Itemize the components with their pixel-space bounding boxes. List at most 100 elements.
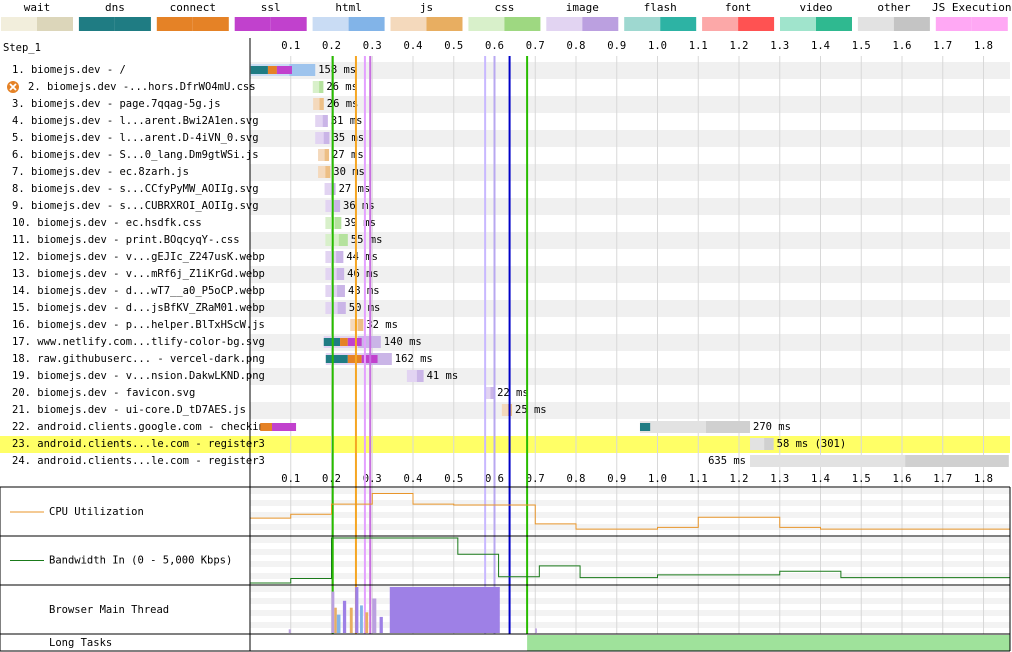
legend-swatch xyxy=(546,17,583,31)
request-bar xyxy=(313,98,324,110)
legend-label: dns xyxy=(105,1,125,14)
request-bar-download xyxy=(322,115,328,127)
request-label: 15. biomejs.dev - d...jsBfKV_ZRaM01.webp xyxy=(12,302,265,314)
x-tick-label: 0.9 xyxy=(607,40,626,52)
panel-stripe xyxy=(250,500,1010,506)
phase-ssl xyxy=(276,66,292,74)
row-stripe xyxy=(250,300,1010,317)
duration-label: 635 ms xyxy=(708,455,746,467)
request-bar-download xyxy=(416,370,424,382)
request-bar-download xyxy=(336,268,345,280)
panel-label: Long Tasks xyxy=(49,637,112,649)
legend-swatch xyxy=(660,17,697,31)
request-bar-download xyxy=(289,64,316,76)
request-bar xyxy=(501,404,513,416)
x-tick-label: 0.5 xyxy=(444,40,463,52)
request-label: 1. biomejs.dev - / xyxy=(12,64,126,76)
x-tick-label: 1.4 xyxy=(811,40,830,52)
legend-label: ssl xyxy=(261,1,281,14)
request-bar-download xyxy=(336,251,344,263)
panel-label: Browser Main Thread xyxy=(49,604,169,616)
duration-label: 270 ms xyxy=(753,421,791,433)
x-tick-label: 0.3 xyxy=(363,473,382,485)
request-label: 13. biomejs.dev - v...mRf6j_Z1iKrGd.webp xyxy=(12,268,265,280)
legend-swatch xyxy=(780,17,816,31)
panel-stripe xyxy=(250,512,1010,518)
legend-swatch xyxy=(1,17,37,31)
request-bar-download xyxy=(323,132,330,144)
request-label: 8. biomejs.dev - s...CCfyPyMW_AOIIg.svg xyxy=(12,183,259,195)
x-tick-label: 0.8 xyxy=(567,40,586,52)
request-bar-download xyxy=(325,166,331,178)
request-label: 22. android.clients.google.com - checkin xyxy=(12,421,265,433)
x-tick-label: 0.4 xyxy=(404,473,423,485)
legend-label: video xyxy=(799,1,832,14)
panel-stripe xyxy=(250,610,1010,616)
request-bar xyxy=(485,387,495,399)
request-bar xyxy=(324,183,336,195)
legend-swatch xyxy=(816,17,852,31)
request-bar-download xyxy=(334,200,341,212)
duration-label: 22 ms xyxy=(497,387,529,399)
legend-swatch xyxy=(504,17,541,31)
x-tick-label: 1.1 xyxy=(689,40,708,52)
x-tick-label: 1.5 xyxy=(852,473,871,485)
request-bar xyxy=(312,81,324,93)
legend-swatch xyxy=(893,17,930,31)
legend-swatch xyxy=(738,17,775,31)
phase-connect xyxy=(267,66,277,74)
duration-label: 35 ms xyxy=(332,132,364,144)
request-label: 7. biomejs.dev - ec.8zarh.js xyxy=(12,166,189,178)
phase-ssl xyxy=(272,423,297,431)
legend-label: connect xyxy=(170,1,216,14)
x-tick-label: 1.2 xyxy=(730,40,749,52)
request-bar-download xyxy=(319,98,324,110)
phase-connect xyxy=(340,338,348,346)
legend-label: html xyxy=(335,1,362,14)
legend-label: flash xyxy=(644,1,677,14)
request-label: 2. biomejs.dev -...hors.DfrWO4mU.css xyxy=(28,81,256,93)
row-stripe xyxy=(250,198,1010,215)
duration-label: 25 ms xyxy=(515,404,547,416)
main-thread-block xyxy=(372,598,377,633)
request-label: 19. biomejs.dev - v...nsion.DakwLKND.png xyxy=(12,370,265,382)
x-tick-label: 1.0 xyxy=(648,40,667,52)
row-stripe xyxy=(250,334,1010,351)
request-bar-download xyxy=(358,319,364,331)
duration-label: 30 ms xyxy=(333,166,365,178)
legend-label: js xyxy=(420,1,433,14)
row-stripe xyxy=(250,96,1010,113)
legend-label: other xyxy=(877,1,910,14)
x-tick-label: 1.3 xyxy=(770,473,789,485)
duration-label: 41 ms xyxy=(427,370,459,382)
legend-swatch xyxy=(192,17,229,31)
x-tick-label: 0.1 xyxy=(281,473,300,485)
duration-label: 32 ms xyxy=(366,319,398,331)
legend-label: JS Execution xyxy=(932,1,1011,14)
request-bar-download xyxy=(337,302,346,314)
x-tick-label: 1.8 xyxy=(974,473,993,485)
x-tick-label: 0.2 xyxy=(322,40,341,52)
request-label: 17. www.netlify.com...tlify-color-bg.svg xyxy=(12,336,265,348)
request-label: 12. biomejs.dev - v...gEJIc_Z247usK.webp xyxy=(12,251,265,263)
main-thread-block xyxy=(355,587,359,633)
request-label: 6. biomejs.dev - S...0_lang.Dm9gtWSi.js xyxy=(12,149,259,161)
panel-stripe xyxy=(250,586,1010,592)
duration-label: 31 ms xyxy=(331,115,363,127)
duration-label: 39 ms xyxy=(344,217,376,229)
duration-label: 140 ms xyxy=(384,336,422,348)
phase-dns xyxy=(250,66,268,74)
x-tick-label: 1.1 xyxy=(689,473,708,485)
x-tick-label: 0.8 xyxy=(567,473,586,485)
panel-stripe xyxy=(250,537,1010,543)
step-name: Step_1 xyxy=(3,42,41,54)
request-bar-download xyxy=(706,421,751,433)
main-thread-block xyxy=(331,591,335,633)
main-thread-block xyxy=(334,607,337,633)
main-thread-block xyxy=(349,607,353,633)
legend-label: font xyxy=(725,1,752,14)
x-tick-label: 1.4 xyxy=(811,473,830,485)
x-tick-label: 1.7 xyxy=(933,40,952,52)
duration-label: 44 ms xyxy=(346,251,378,263)
